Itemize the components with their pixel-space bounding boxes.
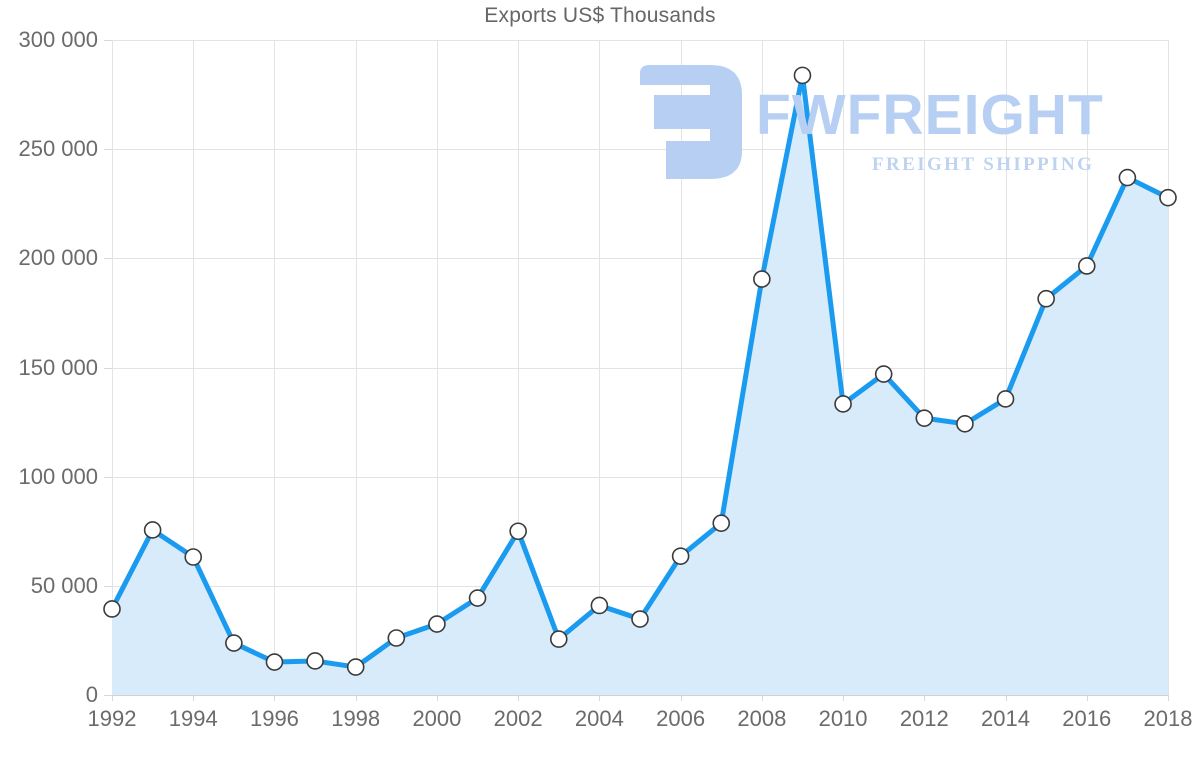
x-tick-mark <box>436 695 438 701</box>
y-tick-label: 250 000 <box>18 136 98 162</box>
x-tick-mark <box>355 695 357 701</box>
x-tick-label: 2012 <box>899 706 949 731</box>
y-tick-mark <box>104 40 112 41</box>
x-axis-line <box>112 695 1168 696</box>
data-point-marker[interactable] <box>1037 289 1055 308</box>
gridline-x <box>843 40 845 695</box>
data-point-marker[interactable] <box>306 652 324 670</box>
x-tick-mark <box>1005 695 1007 701</box>
gridline-x <box>436 40 438 695</box>
gridline-x <box>1168 40 1169 695</box>
y-tick-label: 300 000 <box>18 27 98 52</box>
data-point-marker[interactable] <box>143 521 162 539</box>
gridline-x <box>112 40 113 695</box>
y-tick-mark <box>104 476 112 478</box>
gridline-x <box>680 40 682 695</box>
x-tick-mark <box>274 695 276 701</box>
plot-area <box>112 40 1169 696</box>
gridline-x <box>599 40 601 695</box>
data-point-marker[interactable] <box>509 522 527 541</box>
data-point-marker[interactable] <box>590 596 609 615</box>
gridline-x <box>1005 40 1007 695</box>
gridline-y <box>112 476 1168 478</box>
y-tick-mark <box>104 258 112 260</box>
data-point-marker[interactable] <box>915 409 934 427</box>
data-point-marker[interactable] <box>346 658 365 676</box>
data-point-marker[interactable] <box>549 630 568 648</box>
data-point-markers <box>103 66 1177 676</box>
gridline-x <box>518 40 520 695</box>
gridline-y <box>112 367 1168 369</box>
data-point-marker[interactable] <box>956 415 974 433</box>
y-tick-mark <box>104 585 112 587</box>
x-tick-mark <box>843 695 845 701</box>
gridline-y <box>112 585 1168 587</box>
x-tick-mark <box>112 695 113 701</box>
data-point-marker[interactable] <box>184 548 203 566</box>
data-point-marker[interactable] <box>874 365 893 383</box>
data-point-marker[interactable] <box>1077 257 1096 275</box>
x-tick-mark <box>761 695 763 701</box>
data-point-marker[interactable] <box>671 547 690 565</box>
x-tick-mark <box>599 695 601 701</box>
x-tick-label: 2014 <box>981 706 1031 731</box>
x-tick-label: 1992 <box>87 706 137 731</box>
x-tick-mark <box>924 695 926 701</box>
x-tick-mark <box>518 695 520 701</box>
y-tick-label: 0 <box>85 682 98 707</box>
x-tick-label: 2016 <box>1062 706 1112 731</box>
gridline-x <box>274 40 276 695</box>
data-point-marker[interactable] <box>712 514 731 532</box>
x-tick-mark <box>1168 695 1169 701</box>
data-point-marker[interactable] <box>631 610 649 628</box>
gridline-x <box>355 40 357 695</box>
data-point-marker[interactable] <box>753 270 771 288</box>
x-tick-label: 1996 <box>249 706 299 731</box>
data-point-marker[interactable] <box>834 395 852 413</box>
y-tick-mark <box>104 695 112 696</box>
data-point-marker[interactable] <box>468 589 487 607</box>
gridline-x <box>193 40 195 695</box>
data-point-marker[interactable] <box>428 615 446 633</box>
x-tick-label: 2000 <box>412 706 462 731</box>
y-tick-mark <box>104 367 112 369</box>
y-tick-label: 50 000 <box>30 572 98 598</box>
y-tick-label: 150 000 <box>18 354 98 380</box>
y-tick-label: 100 000 <box>18 463 98 489</box>
data-point-marker[interactable] <box>225 634 243 652</box>
data-point-marker[interactable] <box>1118 168 1137 187</box>
x-tick-label: 2008 <box>737 706 787 731</box>
y-tick-mark <box>104 149 112 151</box>
data-point-marker[interactable] <box>996 390 1015 408</box>
x-tick-label: 2006 <box>656 706 706 731</box>
data-point-marker[interactable] <box>793 66 812 85</box>
data-point-marker[interactable] <box>387 629 406 647</box>
x-tick-label: 2010 <box>818 706 868 731</box>
data-point-marker[interactable] <box>103 600 121 618</box>
data-point-marker[interactable] <box>1159 188 1177 207</box>
gridline-y <box>112 40 1168 41</box>
gridline-x <box>924 40 926 695</box>
gridline-y <box>112 258 1168 260</box>
data-point-marker[interactable] <box>265 653 284 671</box>
chart-title: Exports US$ Thousands <box>484 4 716 27</box>
x-tick-label: 1998 <box>331 706 381 731</box>
y-tick-label: 200 000 <box>18 245 98 271</box>
x-tick-mark <box>193 695 195 701</box>
x-tick-label: 1994 <box>168 706 218 731</box>
x-tick-mark <box>680 695 682 701</box>
x-tick-label: 2002 <box>493 706 543 731</box>
x-tick-label: 2004 <box>574 706 624 731</box>
area-fill <box>112 75 1168 696</box>
x-tick-mark <box>1086 695 1088 701</box>
x-tick-label: 2018 <box>1143 706 1193 731</box>
